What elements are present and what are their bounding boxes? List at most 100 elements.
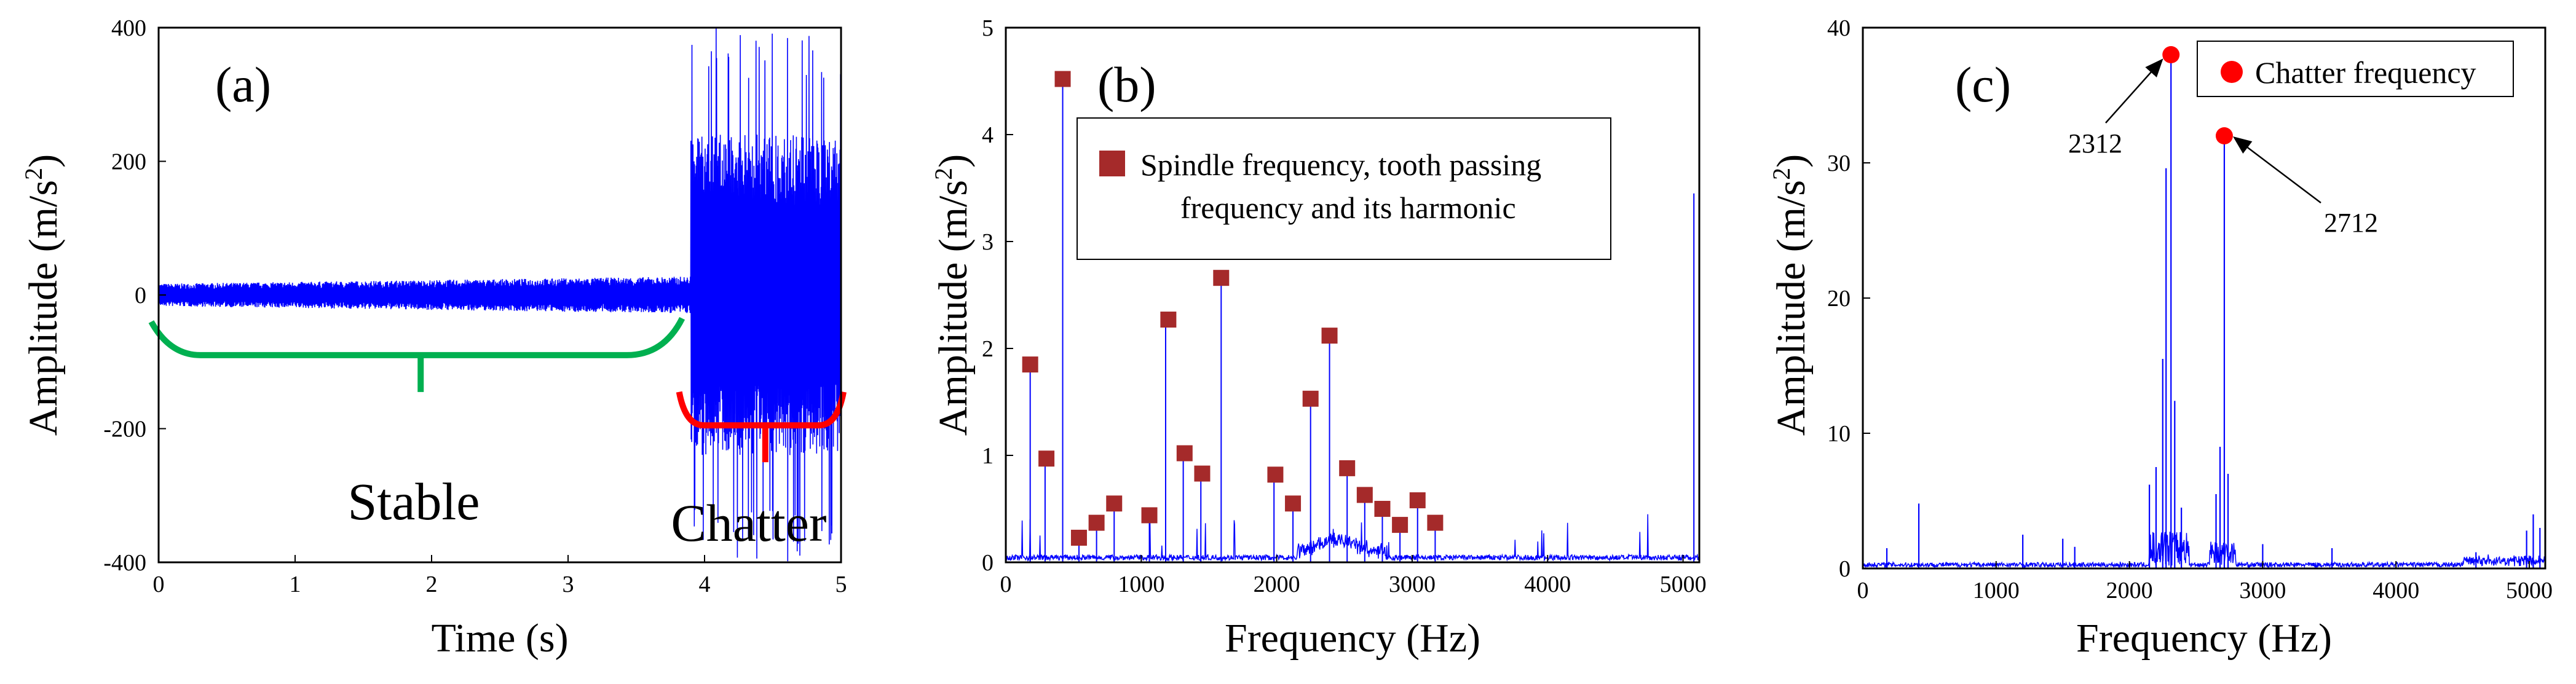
y-tick-label: 40 (1827, 15, 1851, 41)
panel-c-legend-marker (2221, 61, 2243, 83)
panel-c-x-ticks: 0 1000 2000 3000 4000 5000 (1857, 561, 2553, 603)
panel-c-arrow-2712 (2232, 136, 2321, 203)
panel-a-chatter-label: Chatter (671, 493, 826, 552)
panel-a-stable-bracket (148, 316, 685, 358)
x-tick-label: 0 (1857, 578, 1869, 603)
panel-b-harmonic-marker (1176, 445, 1193, 462)
x-tick-label: 2 (426, 572, 438, 597)
panel-c-y-label-sup: 2 (1768, 168, 1795, 180)
panel-c-chatter-marker (2215, 127, 2233, 144)
panel-c-peak-label-2312: 2312 (2068, 128, 2122, 159)
panel-c-noise-trace (1862, 532, 2546, 569)
x-tick-label: 3 (563, 572, 574, 597)
panel-b-harmonic-marker (1213, 270, 1230, 286)
y-tick-label: 2 (982, 336, 994, 362)
panel-b-legend-marker (1099, 151, 1125, 176)
panel-b-harmonic-marker (1356, 487, 1373, 503)
panel-c-arrow-2312 (2105, 58, 2163, 124)
x-tick-label: 2000 (1254, 572, 1300, 597)
panel-c-y-ticks: 0 10 20 30 40 (1827, 15, 1870, 582)
x-tick-label: 5000 (1660, 572, 1707, 597)
panel-c-legend: Chatter frequency (2197, 41, 2514, 97)
panel-b-harmonic-marker (1321, 328, 1338, 344)
panel-b-legend-box (1077, 117, 1611, 260)
panel-b-markers (1022, 71, 1444, 546)
y-tick-label: 400 (111, 15, 146, 41)
y-tick-label: 1 (982, 443, 994, 469)
panel-c-peak-label-2712: 2712 (2324, 208, 2378, 238)
panel-b-harmonic-marker (1160, 312, 1177, 328)
y-tick-label: 20 (1827, 286, 1851, 312)
x-tick-label: 1 (290, 572, 301, 597)
panel-c-x-axis-label: Frequency (Hz) (2076, 616, 2332, 661)
panel-b-y-label-close: ) (931, 154, 976, 168)
x-tick-label: 0 (153, 572, 165, 597)
y-tick-label: 30 (1827, 151, 1851, 176)
panel-b-x-axis-label: Frequency (Hz) (1225, 616, 1480, 661)
y-tick-label: 10 (1827, 421, 1851, 447)
panel-a-y-label-main: Amplitude (m/s (21, 180, 66, 436)
panel-b-harmonic-marker (1088, 514, 1105, 531)
panel-b-spectrum-lines (1005, 81, 1700, 562)
y-tick-label: 0 (1839, 556, 1851, 582)
panel-a-x-axis-label: Time (s) (431, 616, 568, 661)
x-tick-label: 1000 (1118, 572, 1164, 597)
y-tick-label: 0 (135, 283, 146, 309)
y-tick-label: 4 (982, 122, 994, 148)
panel-b-harmonic-marker (1070, 529, 1087, 546)
x-tick-label: 1000 (1973, 578, 2020, 603)
panel-b-spectrum: 0 1000 2000 3000 4000 5000 0 1 2 3 4 5 (b) Spindle… (930, 15, 1707, 661)
panel-b-noise-trace (1005, 514, 1700, 562)
panel-b-harmonic-marker (1267, 466, 1284, 483)
y-tick-label: -200 (103, 417, 146, 442)
panel-b-y-axis-label: Amplitude (m/s2) (930, 154, 976, 436)
panel-b-harmonic-marker (1022, 356, 1038, 373)
panel-a-stable-label: Stable (348, 472, 480, 531)
panel-b-harmonic-marker (1054, 71, 1071, 87)
panel-a-y-label-close: ) (21, 154, 66, 168)
panel-a-y-label-sup: 2 (20, 168, 47, 180)
panel-b-x-ticks: 0 1000 2000 3000 4000 5000 (1000, 555, 1707, 597)
y-tick-label: 5 (982, 15, 994, 41)
panel-a-time-signal: 0 1 2 3 4 5 -400 -200 0 200 400 (a) Stable Chatte… (20, 15, 847, 661)
panel-a-signal-trace (158, 28, 842, 562)
x-tick-label: 3000 (2239, 578, 2286, 603)
x-tick-label: 4000 (1524, 572, 1571, 597)
panel-c-annotations (2105, 46, 2321, 203)
x-tick-label: 4 (699, 572, 711, 597)
panel-c-letter: (c) (1955, 57, 2011, 112)
panel-b-y-ticks: 0 1 2 3 4 5 (982, 15, 1013, 576)
panel-c-spectrum: 0 1000 2000 3000 4000 5000 0 10 20 30 40 (c) Chat… (1768, 15, 2553, 661)
panel-b-letter: (b) (1097, 57, 1156, 112)
panel-b-harmonic-marker (1038, 450, 1055, 467)
panel-a-letter: (a) (215, 57, 271, 112)
panel-b-y-label-main: Amplitude (m/s (931, 180, 976, 436)
panel-b-legend: Spindle frequency, tooth passing frequen… (1077, 117, 1611, 260)
panel-a-chatter-bracket (676, 391, 847, 429)
x-tick-label: 3000 (1389, 572, 1436, 597)
panel-b-axes-frame (1005, 26, 1701, 564)
panel-b-y-label-sup: 2 (930, 168, 957, 180)
panel-b-harmonic-marker (1106, 495, 1123, 512)
panel-b-harmonic-marker (1409, 492, 1426, 509)
y-tick-label: 3 (982, 229, 994, 255)
panel-c-y-axis-label: Amplitude (m/s2) (1768, 154, 1814, 436)
panel-a-y-ticks: -400 -200 0 200 400 (103, 15, 166, 576)
panel-b-harmonic-marker (1141, 507, 1158, 524)
panel-a-region-brackets (148, 316, 847, 463)
panel-c-spectrum-lines (1862, 55, 2546, 569)
panel-a-x-ticks: 0 1 2 3 4 5 (153, 555, 847, 597)
panel-c-legend-text: Chatter frequency (2255, 55, 2476, 90)
panel-b-harmonic-marker (1392, 517, 1409, 533)
panel-b-harmonic-marker (1285, 495, 1302, 512)
panel-b-harmonic-marker (1339, 460, 1356, 476)
x-tick-label: 4000 (2373, 578, 2419, 603)
panel-c-y-label-main: Amplitude (m/s (1769, 180, 1814, 436)
y-tick-label: -400 (103, 550, 146, 576)
panel-c-chatter-marker (2162, 46, 2180, 63)
x-tick-label: 5000 (2506, 578, 2553, 603)
panel-b-harmonic-marker (1427, 514, 1444, 531)
x-tick-label: 0 (1000, 572, 1012, 597)
panel-b-harmonic-marker (1374, 501, 1391, 517)
